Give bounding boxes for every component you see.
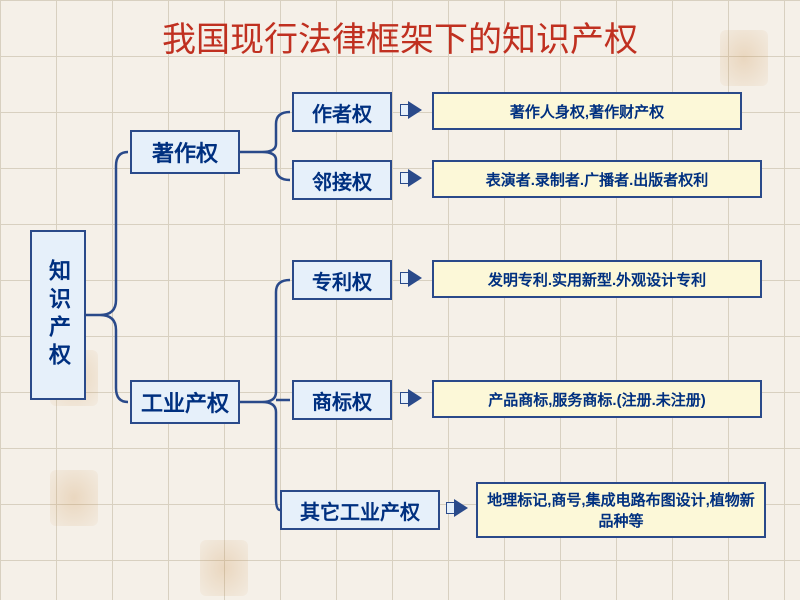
- page-title: 我国现行法律框架下的知识产权: [0, 12, 800, 61]
- detail-patent-right: 发明专利.实用新型.外观设计专利: [432, 260, 762, 298]
- arrow-icon: [400, 169, 424, 187]
- detail-other-industrial: 地理标记,商号,集成电路布图设计,植物新品种等: [476, 482, 766, 538]
- watermark: [200, 540, 248, 596]
- detail-trademark-right: 产品商标,服务商标.(注册.未注册): [432, 380, 762, 418]
- node-author-right: 作者权: [292, 92, 392, 132]
- node-patent-right: 专利权: [292, 260, 392, 300]
- node-industrial: 工业产权: [130, 380, 240, 424]
- root-node: 知识产权: [30, 230, 86, 400]
- node-other-industrial: 其它工业产权: [280, 490, 440, 530]
- node-label: 作者权: [312, 98, 372, 127]
- detail-text: 发明专利.实用新型.外观设计专利: [488, 269, 706, 290]
- arrow-icon: [400, 389, 424, 407]
- detail-text: 著作人身权,著作财产权: [510, 101, 664, 122]
- node-label: 专利权: [312, 266, 372, 295]
- detail-text: 地理标记,商号,集成电路布图设计,植物新品种等: [486, 489, 756, 531]
- node-copyright: 著作权: [130, 130, 240, 174]
- node-label: 其它工业产权: [300, 496, 420, 525]
- detail-text: 表演者.录制者.广播者.出版者权利: [486, 169, 709, 190]
- brace-copyright: [240, 86, 292, 206]
- node-label: 邻接权: [312, 166, 372, 195]
- node-neighboring-right: 邻接权: [292, 160, 392, 200]
- watermark: [50, 470, 98, 526]
- node-trademark-right: 商标权: [292, 380, 392, 420]
- node-label: 工业产权: [141, 386, 229, 418]
- detail-author-right: 著作人身权,著作财产权: [432, 92, 742, 130]
- root-label: 知识产权: [42, 259, 74, 371]
- detail-neighboring-right: 表演者.录制者.广播者.出版者权利: [432, 160, 762, 198]
- arrow-icon: [400, 101, 424, 119]
- node-label: 著作权: [152, 136, 218, 168]
- detail-text: 产品商标,服务商标.(注册.未注册): [488, 389, 706, 410]
- node-label: 商标权: [312, 386, 372, 415]
- arrow-icon: [446, 499, 470, 517]
- arrow-icon: [400, 269, 424, 287]
